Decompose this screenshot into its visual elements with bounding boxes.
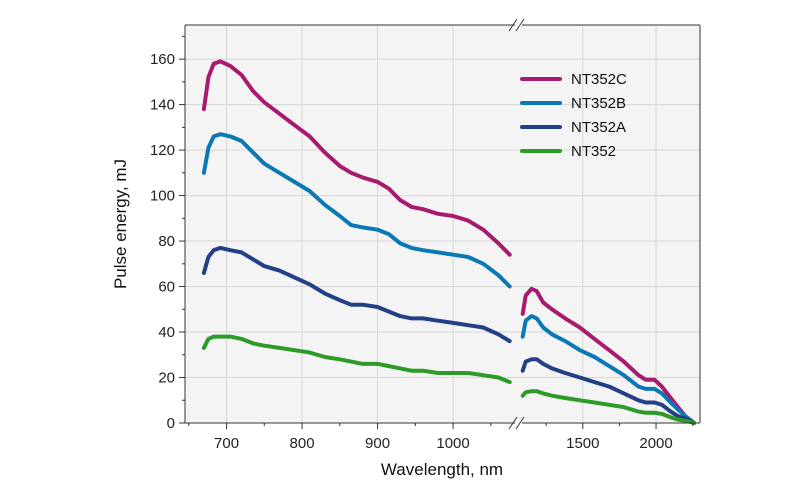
series-line-NT352 — [520, 389, 697, 425]
y-tick-label: 40 — [158, 324, 175, 341]
y-tick-label: 100 — [150, 188, 175, 205]
y-tick-label: 80 — [158, 233, 175, 250]
series-lines — [201, 59, 697, 425]
series-line-NT352B — [201, 132, 512, 289]
y-tick-label: 60 — [158, 279, 175, 296]
plot-area — [185, 25, 700, 423]
x-tick-label: 1500 — [566, 435, 599, 452]
legend: NT352C NT352B NT352A NT352 — [520, 71, 627, 160]
x-tick-label: 900 — [365, 435, 390, 452]
axis-break-mark — [515, 416, 525, 430]
y-tick-label: 0 — [167, 415, 175, 432]
axes — [184, 24, 701, 424]
series-line-NT352A — [201, 245, 512, 344]
legend-label-NT352B: NT352B — [571, 95, 626, 112]
legend-label-NT352A: NT352A — [571, 119, 626, 136]
series-line-NT352C — [520, 286, 697, 425]
x-tick-label: 800 — [290, 435, 315, 452]
x-tick-label: 1000 — [436, 435, 469, 452]
x-tick-label: 2000 — [639, 435, 672, 452]
y-tick-label: 20 — [158, 370, 175, 387]
y-tick-label: 120 — [150, 142, 175, 159]
axis-break-mark — [508, 18, 518, 32]
y-axis-title: Pulse energy, mJ — [111, 159, 130, 289]
y-tick-label: 140 — [150, 97, 175, 114]
x-tick-label: 700 — [214, 435, 239, 452]
tick-marks — [179, 35, 694, 429]
series-line-NT352B — [520, 314, 697, 425]
grid — [185, 25, 700, 423]
y-tick-label: 160 — [150, 51, 175, 68]
series-line-NT352 — [201, 334, 512, 385]
tick-labels: 0 20 40 60 80 100 120 140 160 700 800 900 1000 1500 20… — [150, 51, 673, 452]
series-line-NT352A — [520, 357, 697, 425]
axis-break-gap — [515, 22, 522, 28]
axis-break-mark — [515, 18, 525, 32]
axis-break-gap — [515, 420, 522, 426]
x-axis-title: Wavelength, nm — [381, 460, 503, 479]
legend-label-NT352C: NT352C — [571, 71, 627, 88]
legend-label-NT352: NT352 — [571, 143, 616, 160]
axis-break-mark — [508, 416, 518, 430]
series-line-NT352C — [201, 59, 512, 257]
axis-break-marks — [508, 18, 525, 430]
